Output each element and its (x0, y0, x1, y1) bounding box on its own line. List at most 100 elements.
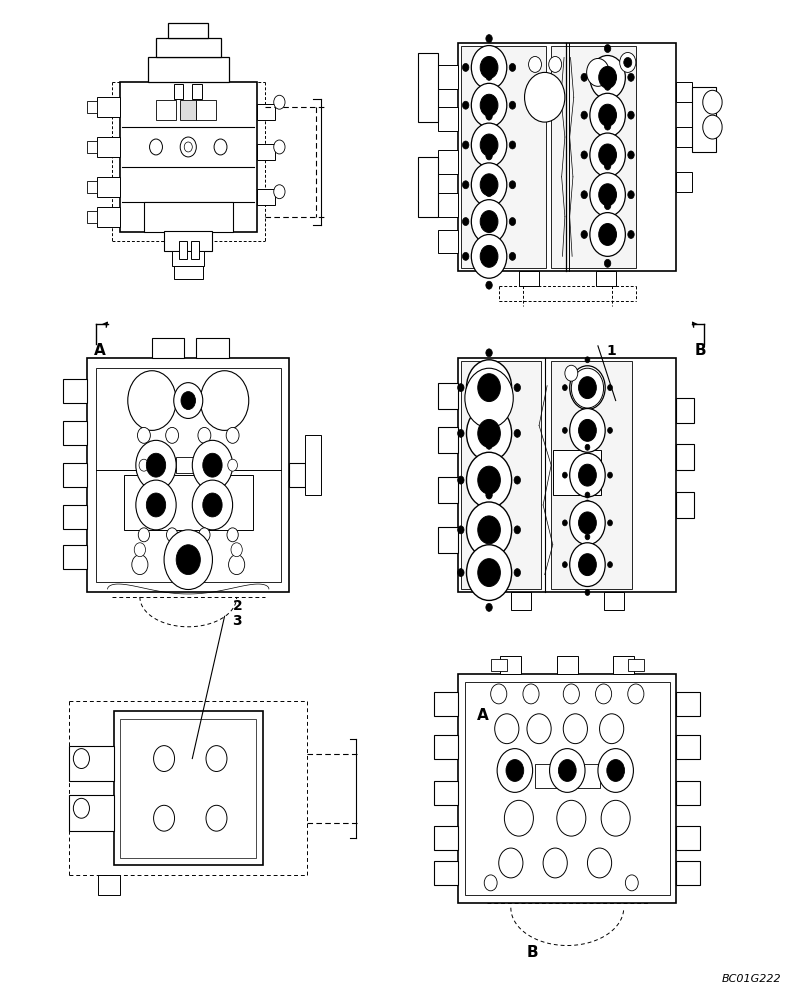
Circle shape (589, 93, 624, 137)
Circle shape (623, 57, 631, 67)
Circle shape (496, 749, 532, 792)
Circle shape (564, 365, 577, 381)
Bar (152, 338, 184, 358)
Circle shape (508, 141, 515, 149)
Bar (63, 463, 88, 487)
Circle shape (485, 130, 491, 138)
Circle shape (603, 220, 610, 228)
Bar (434, 692, 458, 716)
Circle shape (606, 760, 624, 781)
Circle shape (462, 252, 468, 260)
Circle shape (586, 848, 611, 878)
Circle shape (702, 115, 721, 139)
Circle shape (594, 684, 611, 704)
Bar (97, 875, 120, 895)
Circle shape (569, 501, 604, 545)
Bar (627, 659, 643, 671)
Circle shape (513, 476, 520, 484)
Circle shape (584, 400, 589, 406)
Circle shape (477, 559, 500, 587)
Circle shape (581, 111, 586, 119)
Circle shape (457, 526, 464, 534)
Circle shape (176, 545, 200, 575)
Bar (438, 527, 458, 553)
Circle shape (522, 684, 539, 704)
Circle shape (581, 191, 586, 199)
Bar (256, 144, 274, 160)
Bar (676, 127, 692, 147)
Bar (438, 477, 458, 503)
Circle shape (598, 104, 616, 126)
Circle shape (627, 684, 643, 704)
Circle shape (273, 185, 285, 199)
Circle shape (139, 459, 148, 471)
Bar (458, 674, 676, 903)
Circle shape (137, 427, 150, 443)
Bar (534, 764, 599, 788)
Bar (438, 383, 458, 409)
Bar (172, 251, 204, 266)
Bar (461, 46, 545, 268)
Circle shape (146, 453, 165, 477)
Circle shape (702, 90, 721, 114)
Bar (551, 46, 635, 268)
Circle shape (477, 516, 500, 544)
Circle shape (562, 472, 567, 478)
Circle shape (462, 101, 468, 109)
Circle shape (203, 493, 222, 517)
Bar (88, 211, 97, 223)
Circle shape (508, 218, 515, 226)
Text: BC01G222: BC01G222 (720, 974, 780, 984)
Bar (164, 231, 212, 251)
Circle shape (569, 366, 604, 410)
Bar (256, 189, 274, 205)
Bar (69, 795, 114, 831)
Circle shape (228, 459, 237, 471)
Bar (438, 427, 458, 453)
Text: A: A (93, 343, 105, 358)
Circle shape (73, 798, 89, 818)
Circle shape (603, 180, 610, 188)
Bar (518, 271, 539, 286)
Circle shape (206, 805, 227, 831)
Bar (256, 104, 274, 120)
Bar (676, 692, 700, 716)
Bar (96, 368, 281, 582)
Bar (123, 475, 252, 530)
Bar (438, 193, 458, 217)
Circle shape (198, 427, 211, 443)
Circle shape (524, 72, 564, 122)
Bar (692, 87, 715, 152)
Circle shape (598, 66, 616, 88)
Bar (551, 361, 631, 589)
Circle shape (598, 224, 616, 245)
Bar (676, 735, 700, 759)
Circle shape (589, 133, 624, 177)
Bar (88, 141, 97, 153)
Circle shape (504, 800, 533, 836)
Bar (88, 181, 97, 193)
Circle shape (479, 56, 497, 78)
Circle shape (479, 245, 497, 267)
Bar (114, 711, 263, 865)
Circle shape (462, 218, 468, 226)
Bar (500, 656, 521, 674)
Bar (458, 43, 676, 271)
Bar (97, 97, 119, 117)
Circle shape (465, 368, 513, 428)
Circle shape (134, 543, 145, 557)
Bar (556, 656, 577, 674)
Circle shape (462, 181, 468, 189)
Circle shape (485, 189, 491, 197)
Circle shape (549, 749, 584, 792)
Circle shape (485, 92, 491, 100)
Circle shape (508, 252, 515, 260)
Circle shape (584, 548, 589, 554)
Circle shape (466, 452, 511, 508)
Circle shape (457, 476, 464, 484)
Bar (676, 172, 692, 192)
Text: B: B (526, 945, 538, 960)
Circle shape (603, 259, 610, 267)
Circle shape (485, 441, 491, 449)
Circle shape (485, 210, 491, 218)
